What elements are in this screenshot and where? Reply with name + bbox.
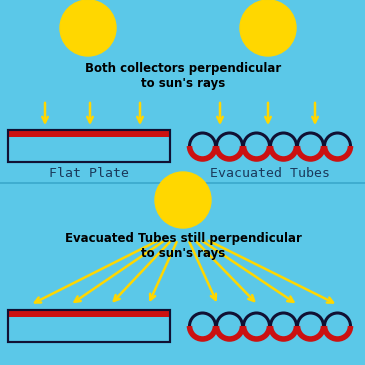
Bar [8, 310, 170, 342]
Bar [8, 130, 170, 162]
Circle shape [189, 133, 215, 159]
Circle shape [240, 0, 296, 56]
Circle shape [297, 133, 323, 159]
Circle shape [216, 133, 242, 159]
Bar [8, 310, 170, 342]
Circle shape [189, 313, 215, 339]
Text: Evacuated Tubes still perpendicular
to sun's rays: Evacuated Tubes still perpendicular to s… [65, 232, 301, 260]
Circle shape [155, 172, 211, 228]
Circle shape [243, 133, 269, 159]
Bar [8, 130, 170, 137]
Bar [8, 130, 170, 162]
Text: Flat Plate: Flat Plate [49, 167, 129, 180]
Circle shape [60, 0, 116, 56]
Circle shape [243, 313, 269, 339]
Text: Both collectors perpendicular
to sun's rays: Both collectors perpendicular to sun's r… [85, 62, 281, 90]
Circle shape [270, 133, 296, 159]
Circle shape [270, 313, 296, 339]
Text: Evacuated Tubes: Evacuated Tubes [210, 167, 330, 180]
Bar [8, 310, 170, 317]
Circle shape [324, 313, 350, 339]
Circle shape [297, 313, 323, 339]
Circle shape [324, 133, 350, 159]
Circle shape [216, 313, 242, 339]
